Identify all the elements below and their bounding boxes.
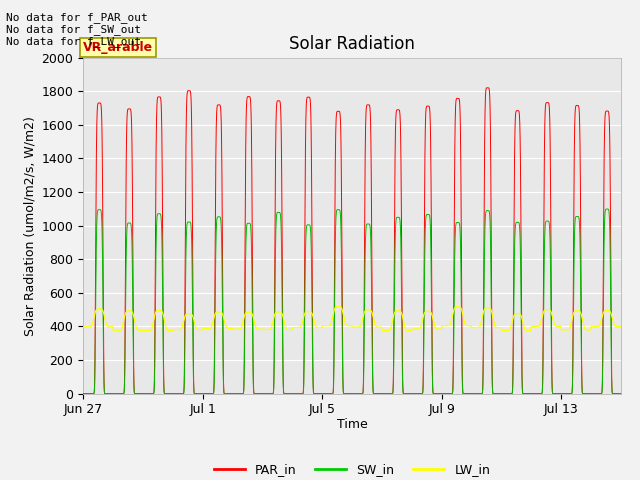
Text: No data for f_PAR_out: No data for f_PAR_out: [6, 12, 148, 23]
Y-axis label: Solar Radiation (umol/m2/s, W/m2): Solar Radiation (umol/m2/s, W/m2): [23, 116, 36, 336]
Text: VR_arable: VR_arable: [83, 41, 154, 54]
Title: Solar Radiation: Solar Radiation: [289, 35, 415, 53]
Text: No data for f_LW_out: No data for f_LW_out: [6, 36, 141, 47]
Text: No data for f_SW_out: No data for f_SW_out: [6, 24, 141, 35]
Legend: PAR_in, SW_in, LW_in: PAR_in, SW_in, LW_in: [209, 458, 495, 480]
X-axis label: Time: Time: [337, 418, 367, 431]
